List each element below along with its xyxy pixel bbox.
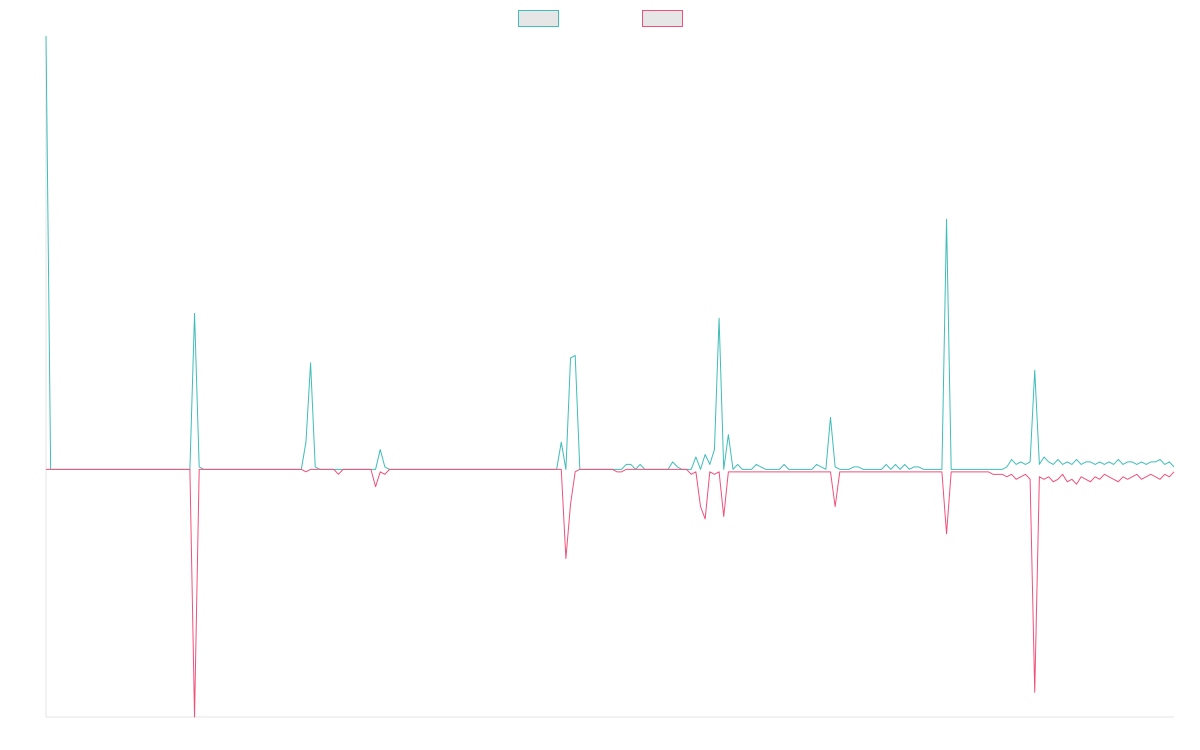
series-a-line <box>45 35 1175 470</box>
legend[interactable] <box>518 10 683 27</box>
legend-swatch-series-a[interactable] <box>518 10 559 27</box>
series-layer <box>45 35 1175 718</box>
legend-swatch-series-b[interactable] <box>642 10 683 27</box>
series-b-line <box>46 468 1175 718</box>
